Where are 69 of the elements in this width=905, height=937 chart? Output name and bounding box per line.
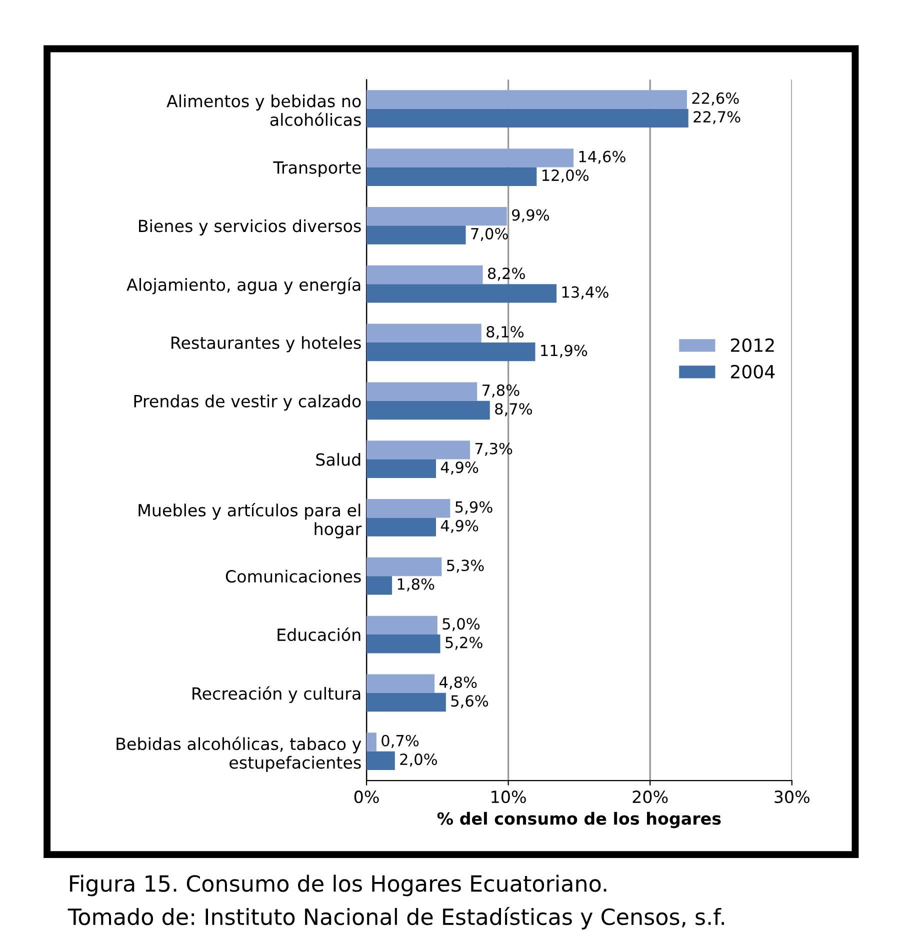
bar	[366, 459, 436, 478]
data-label: 5,9%	[456, 501, 492, 514]
x-tick-label: 0%	[354, 790, 379, 804]
y-tick-label: Alojamiento, agua y energía	[126, 277, 360, 294]
y-tick-label: Recreación y cultura	[192, 686, 360, 704]
data-label: 7,8%	[482, 384, 520, 398]
bar	[366, 674, 435, 693]
y-tick-label: Bienes y servicios diversos	[139, 219, 361, 236]
data-label: 4,9%	[440, 462, 478, 475]
y-tick-label: Bebidas alcohólicas, tabaco y estupefacientes	[116, 736, 362, 772]
bar	[366, 342, 536, 362]
bar	[366, 692, 446, 712]
y-tick-label: Educación	[278, 628, 360, 642]
bar	[366, 284, 557, 303]
y-tick-label: Restaurantes y hoteles	[172, 336, 361, 352]
data-label: 4,8%	[439, 676, 477, 690]
data-label: 9,9%	[512, 209, 550, 222]
bar	[366, 751, 395, 770]
data-label: 22,7%	[694, 111, 740, 124]
y-tick-label: Prendas de vestir y calzado	[134, 394, 361, 411]
data-label: 8,2%	[488, 268, 525, 281]
text: Figura 15. Consumo de los Hogares Ecuatoriano.	[70, 874, 606, 896]
bar	[366, 108, 688, 128]
bar	[366, 518, 436, 536]
bar	[366, 206, 507, 226]
bar	[366, 400, 490, 420]
bar	[366, 167, 537, 186]
bar	[366, 732, 376, 752]
bar	[366, 148, 574, 168]
bar	[366, 616, 438, 635]
data-label: 7,3%	[475, 442, 512, 456]
data-label: 11,9%	[541, 344, 588, 358]
data-label: 8,1%	[486, 326, 524, 340]
bar	[366, 226, 466, 244]
data-label: 8,7%	[495, 403, 532, 416]
data-label: 5,0%	[442, 618, 480, 632]
bar	[366, 576, 392, 595]
legend-label: 2012	[730, 338, 774, 352]
bar	[366, 265, 483, 284]
bar	[366, 634, 440, 654]
data-label: 5,3%	[447, 560, 484, 573]
bar	[366, 324, 482, 342]
data-label: 0,7%	[382, 734, 419, 748]
data-label: 5,2%	[446, 636, 482, 650]
y-tick-label: Muebles y artículos para el hogar	[138, 502, 362, 538]
data-label: 4,9%	[440, 520, 478, 534]
y-tick-label: Salud	[316, 452, 360, 466]
bar	[366, 440, 470, 460]
data-label: 22,6%	[692, 92, 739, 106]
bar	[366, 557, 442, 576]
data-label: 12,0%	[542, 169, 589, 183]
bar	[366, 90, 687, 109]
y-tick-label: Transporte	[273, 161, 361, 178]
data-label: 13,4%	[562, 286, 608, 300]
data-label: 7,0%	[471, 228, 508, 241]
x-axis-title: % del consumo de los hogares	[437, 812, 721, 828]
text: Tomado de: Instituto Nacional de Estadísticas y Censos, s.f.	[68, 907, 724, 930]
data-label: 5,6%	[451, 695, 488, 708]
y-tick-label: Alimentos y bebidas no alcohólicas	[166, 94, 361, 126]
data-label: 2,0%	[400, 754, 438, 767]
x-tick-label: 20%	[632, 790, 668, 804]
x-tick-label: 10%	[492, 790, 526, 804]
legend-label: 2004	[730, 364, 775, 378]
bar	[366, 382, 478, 401]
data-label: 1,8%	[398, 578, 434, 592]
x-tick-label: 30%	[774, 790, 810, 804]
bar	[366, 499, 450, 518]
data-label: 14,6%	[579, 150, 626, 164]
y-tick-label: Comunicaciones	[226, 570, 361, 583]
